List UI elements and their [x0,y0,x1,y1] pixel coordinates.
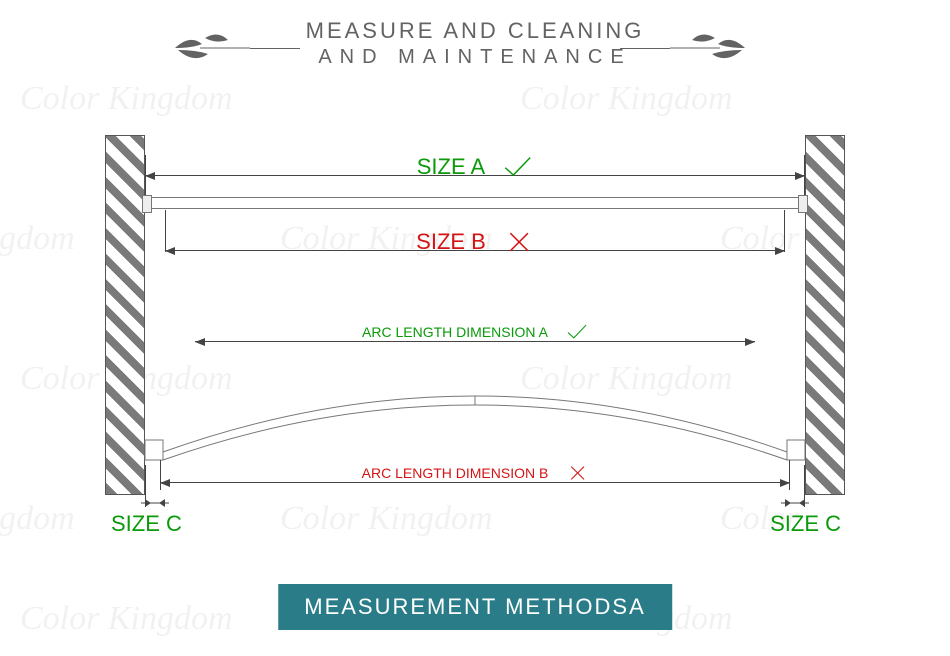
check-icon [503,156,533,178]
dimension-size-a: SIZE A [145,175,805,176]
header-title-line2: AND MAINTENANCE [0,46,950,69]
header-line-right [620,48,670,49]
size-c-dim-left [141,497,169,509]
label-arc-b-text: ARC LENGTH DIMENSION B [362,465,549,481]
size-c-dim-right [781,497,809,509]
wall-right [805,135,845,495]
dimension-arc-a: ARC LENGTH DIMENSION A [195,341,755,342]
cross-icon [566,465,588,481]
ext-tick [165,210,166,252]
banner-measurement-methods: MEASUREMENT METHODSA [278,584,672,630]
leaf-icon-left [170,30,250,71]
dimension-size-b: SIZE B [165,250,785,251]
label-size-c-left: SIZE C [111,511,182,537]
label-arc-a: ARC LENGTH DIMENSION A [362,324,588,340]
label-size-a-text: SIZE A [417,154,485,180]
straight-rod [145,197,805,209]
dimension-arc-b: ARC LENGTH DIMENSION B [160,482,790,483]
diagram: SIZE A SIZE B ARC LENGTH DIMENSION A [105,135,845,515]
cross-icon [504,231,534,253]
header-title-line1: MEASURE AND CLEANING [0,18,950,44]
leaf-icon-right [670,30,750,71]
label-size-a: SIZE A [417,154,533,180]
header: MEASURE AND CLEANING AND MAINTENANCE [0,18,950,69]
ext-tick [784,210,785,252]
label-size-c-right: SIZE C [770,511,841,537]
label-arc-a-text: ARC LENGTH DIMENSION A [362,324,548,340]
label-size-b-text: SIZE B [416,229,486,255]
arc-rod [145,360,805,460]
label-arc-b: ARC LENGTH DIMENSION B [362,465,589,481]
wall-left [105,135,145,495]
label-size-b: SIZE B [416,229,534,255]
header-line-left [250,48,300,49]
check-icon [566,324,588,340]
